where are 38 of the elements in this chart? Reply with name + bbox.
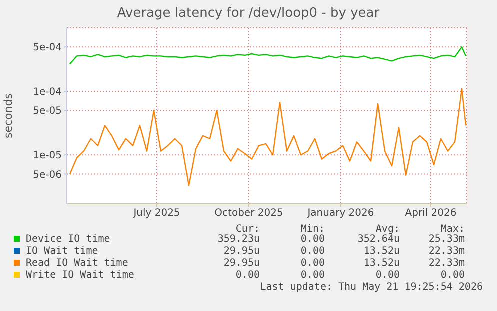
x-tick-label: July 2025 [132,208,180,220]
text: Last update: Thu May 21 19:25:54 2026 [260,282,483,293]
y-tick-label: 1e-04 [33,87,62,98]
text: 22.33m [428,246,465,257]
line-series [69,46,467,65]
text: 22.33m [428,258,465,269]
text: 0.00 [300,270,325,281]
text: 352.64u [358,234,400,245]
legend-label: Write IO Wait time [26,270,134,281]
y-tick-label: 1e-05 [33,150,62,162]
text: 0.00 [376,270,400,281]
y-axis-title: seconds [2,93,15,138]
text: 13.52u [364,258,400,269]
text: 29.95u [222,246,260,257]
legend-label: Device IO time [26,234,110,245]
text: 0.00 [300,246,325,257]
x-tick-label: April 2026 [405,208,457,220]
text: 13.52u [364,246,400,257]
y-tick-label: 5e-05 [33,106,62,118]
text: 29.95u [222,258,260,269]
text: 359.23u [216,234,260,245]
y-tick-label: 5e-06 [33,170,62,181]
text: Avg: [376,224,400,235]
y-tick-label: 5e-04 [33,42,62,54]
line-series [69,88,467,186]
text: 0.00 [440,270,465,281]
text: Cur: [236,224,260,235]
text: 0.00 [300,234,325,245]
legend-label: IO Wait time [26,246,98,257]
text: 25.33m [428,234,465,245]
legend-label: Read IO Wait time [26,258,128,269]
text: 0.00 [234,270,260,281]
text: Max: [440,224,465,235]
text: Min: [300,224,325,235]
chart-title: Average latency for /dev/loop0 - by year [116,6,381,21]
x-tick-label: January 2026 [306,208,374,220]
text: 0.00 [300,258,325,269]
x-tick-label: October 2025 [214,208,284,220]
